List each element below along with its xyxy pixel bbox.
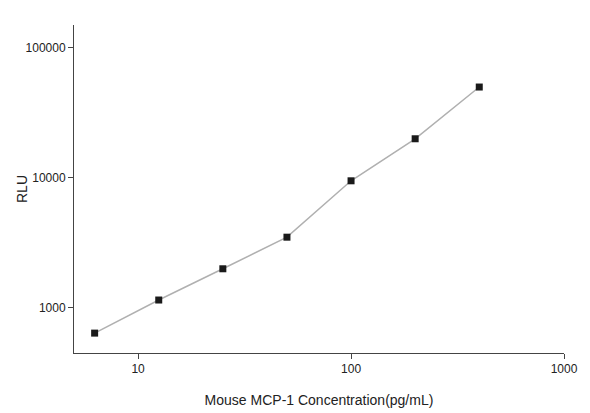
svg-text:10000: 10000 [32, 171, 66, 185]
svg-text:10: 10 [131, 362, 145, 376]
svg-text:1000: 1000 [551, 362, 578, 376]
svg-text:Mouse MCP-1 Concentration(pg/m: Mouse MCP-1 Concentration(pg/mL) [205, 392, 434, 408]
svg-text:1000: 1000 [39, 301, 66, 315]
svg-text:100: 100 [341, 362, 361, 376]
svg-text:RLU: RLU [14, 175, 30, 203]
svg-text:100000: 100000 [26, 41, 66, 55]
